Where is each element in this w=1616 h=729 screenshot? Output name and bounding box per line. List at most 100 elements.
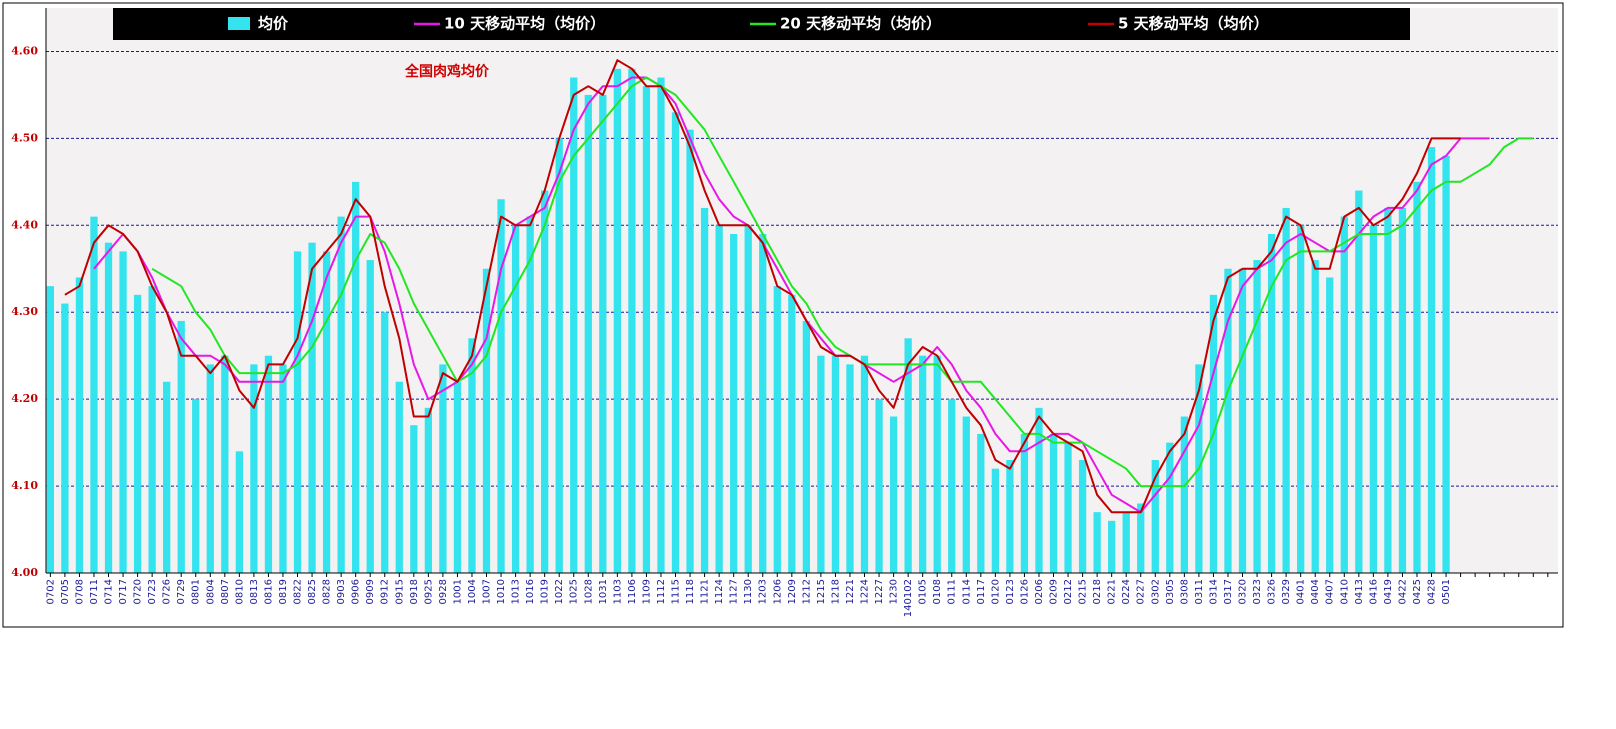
- bar: [1442, 155, 1450, 573]
- bar: [671, 112, 680, 574]
- x-tick-label: 0108: [932, 579, 943, 604]
- x-tick-label: 0909: [365, 579, 376, 604]
- bar: [439, 364, 447, 573]
- bar: [352, 181, 360, 573]
- bar: [279, 364, 287, 573]
- bar: [104, 242, 113, 573]
- legend-label: 均价: [258, 15, 289, 33]
- x-tick-label: 0305: [1165, 579, 1176, 604]
- bar: [1384, 207, 1392, 573]
- bar: [75, 277, 84, 573]
- x-tick-label: 1109: [641, 579, 652, 604]
- x-tick-label: 0326: [1267, 579, 1278, 604]
- x-tick-label: 0317: [1223, 579, 1234, 604]
- x-tick-label: 0221: [1107, 579, 1118, 604]
- bar: [133, 294, 142, 573]
- x-tick-label: 1209: [787, 579, 798, 604]
- x-tick-label: 1004: [467, 579, 478, 604]
- x-tick-label: 0227: [1136, 579, 1147, 604]
- x-tick-label: 0906: [351, 579, 362, 604]
- x-tick-label: 1212: [801, 579, 812, 604]
- x-tick-label: 0422: [1397, 579, 1408, 604]
- x-tick-label: 1130: [743, 579, 754, 604]
- x-tick-label: 0413: [1354, 579, 1365, 604]
- x-tick-label: 0218: [1092, 579, 1103, 604]
- x-tick-label: 1103: [612, 579, 623, 604]
- bar: [860, 355, 869, 573]
- bar: [1180, 416, 1188, 573]
- bar: [584, 94, 592, 573]
- x-tick-label: 0915: [394, 579, 405, 604]
- bar: [1006, 460, 1014, 573]
- bar: [1238, 268, 1247, 573]
- x-tick-label: 0726: [162, 579, 173, 604]
- x-tick-label: 0126: [1019, 579, 1030, 604]
- x-tick-label: 0819: [278, 579, 289, 604]
- bar: [177, 320, 185, 573]
- x-tick-label: 0428: [1427, 579, 1438, 604]
- x-tick-label: 1127: [729, 579, 740, 604]
- x-tick-label: 1118: [685, 579, 696, 604]
- bar: [497, 199, 505, 573]
- line: [151, 76, 1534, 488]
- x-tick-label: 1224: [860, 579, 871, 604]
- bar: [264, 355, 273, 573]
- x-tick-label: 0206: [1034, 579, 1045, 604]
- bar: [730, 234, 738, 573]
- bar: [1326, 277, 1334, 573]
- x-tick-label: 0828: [322, 579, 333, 604]
- x-tick-label: 1124: [714, 579, 725, 604]
- x-tick-label: 0723: [147, 579, 158, 604]
- x-tick-label: 1115: [671, 579, 682, 604]
- bar: [1369, 225, 1377, 574]
- x-tick-label: 1112: [656, 579, 667, 604]
- x-tick-label: 0320: [1238, 579, 1249, 604]
- bar: [642, 86, 651, 573]
- bar: [221, 355, 229, 573]
- x-tick-label: 0813: [249, 579, 260, 604]
- bar: [1340, 216, 1348, 573]
- bar: [715, 225, 723, 574]
- bar: [526, 216, 534, 573]
- x-tick-label: 0215: [1078, 579, 1089, 604]
- bar: [962, 416, 970, 573]
- x-tick-label: 1106: [627, 579, 638, 604]
- bar: [148, 286, 156, 573]
- bar: [1398, 207, 1407, 573]
- line: [64, 59, 1461, 514]
- bar: [1049, 433, 1058, 573]
- bar: [744, 225, 752, 574]
- x-tick-label: 0117: [976, 579, 987, 604]
- bar: [395, 381, 403, 573]
- x-tick-label: 0323: [1252, 579, 1263, 604]
- bar: [1224, 268, 1232, 573]
- x-tick-label: 0702: [45, 579, 56, 604]
- x-tick-label: 0308: [1179, 579, 1190, 604]
- bar: [424, 407, 432, 573]
- x-tick-label: 0311: [1194, 579, 1205, 604]
- x-tick-label: 1025: [569, 579, 580, 604]
- bar: [831, 355, 840, 573]
- legend-swatch: [228, 17, 250, 30]
- x-tick-label: 1215: [816, 579, 827, 604]
- x-tick-label: 0708: [74, 579, 85, 604]
- bar: [1137, 503, 1145, 573]
- bar: [1166, 442, 1174, 573]
- y-tick-label: 4.30: [11, 305, 38, 318]
- x-tick-label: 0822: [293, 579, 304, 604]
- x-tick-label: 0416: [1368, 579, 1379, 604]
- x-tick-label: 0711: [89, 579, 100, 604]
- x-tick-label: 0918: [409, 579, 420, 604]
- bar: [250, 364, 258, 573]
- bar: [1253, 260, 1261, 573]
- x-tick-label: 0120: [990, 579, 1001, 604]
- legend-label: 10 天移动平均（均价）: [444, 15, 605, 33]
- bar: [468, 338, 476, 573]
- legend-label: 5 天移动平均（均价）: [1118, 15, 1269, 33]
- y-tick-label: 4.20: [11, 392, 38, 405]
- x-tick-label: 1019: [540, 579, 551, 604]
- bar: [1282, 207, 1290, 573]
- bar: [919, 355, 927, 573]
